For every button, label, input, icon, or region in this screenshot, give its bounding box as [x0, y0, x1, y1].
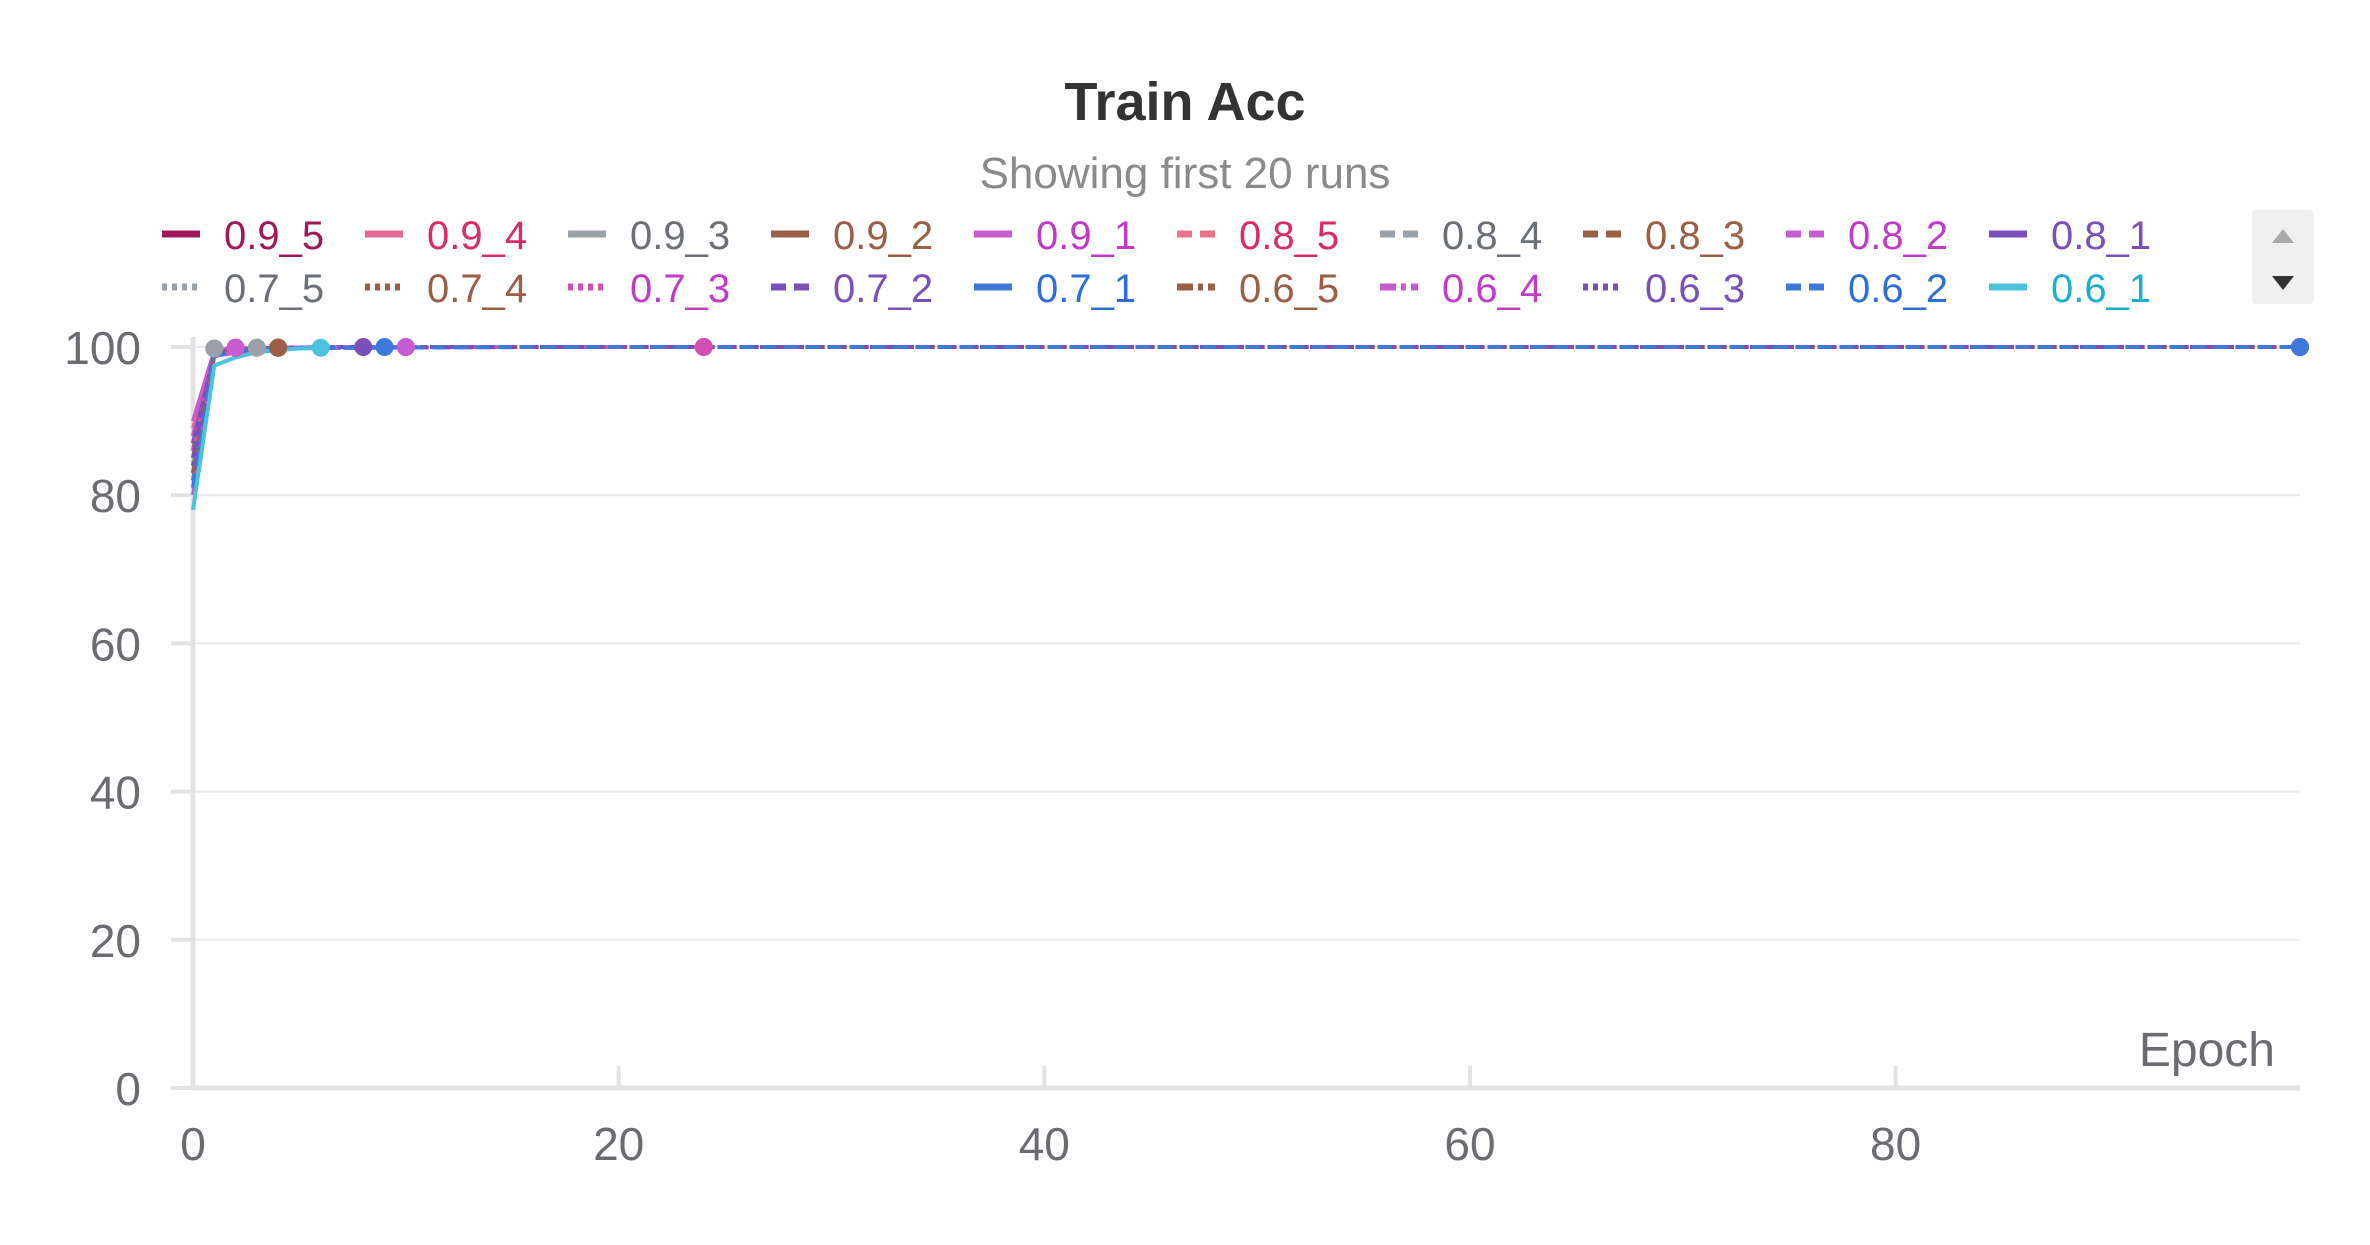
legend-item-0-9_2[interactable]: 0.9_2: [771, 214, 933, 258]
series-end-point-0-7_1: [375, 338, 394, 356]
x-tick-label: 80: [1870, 1118, 1921, 1170]
legend-label: 0.6_2: [1848, 267, 1948, 311]
series-line-0-6_1: [191, 345, 321, 511]
legend-item-0-7_3[interactable]: 0.7_3: [568, 267, 730, 311]
series-line-0-6_3: [191, 345, 2300, 466]
legend-item-0-8_5[interactable]: 0.8_5: [1177, 214, 1339, 258]
series-end-point-0-6_2: [2291, 338, 2309, 356]
legend-label: 0.7_1: [1036, 267, 1136, 311]
y-tick-label: 80: [90, 470, 141, 522]
legend-label: 0.6_1: [2051, 267, 2151, 311]
series-line-0-7_3: [191, 345, 704, 452]
legend-item-0-6_2[interactable]: 0.6_2: [1786, 267, 1948, 311]
series-end-point-0-7_3: [694, 338, 713, 356]
legend-label: 0.7_2: [833, 267, 933, 311]
legend-label: 0.9_3: [630, 214, 730, 258]
triangle-down-icon[interactable]: [2272, 276, 2294, 290]
legend-item-0-9_4[interactable]: 0.9_4: [365, 214, 527, 258]
legend-item-0-6_4[interactable]: 0.6_4: [1380, 267, 1542, 311]
legend-label: 0.8_3: [1645, 214, 1745, 258]
y-tick-label: 100: [64, 322, 141, 374]
legend-label: 0.9_1: [1036, 214, 1136, 258]
series-lines: [191, 345, 2300, 511]
series-end-points: [205, 338, 2309, 358]
triangle-up-icon[interactable]: [2272, 229, 2294, 243]
x-tick-label: 40: [1019, 1118, 1070, 1170]
y-tick-label: 0: [115, 1063, 141, 1115]
legend-label: 0.8_5: [1239, 214, 1339, 258]
y-tick-label: 20: [90, 915, 141, 967]
legend-item-0-7_2[interactable]: 0.7_2: [771, 267, 933, 311]
legend-item-0-6_1[interactable]: 0.6_1: [1989, 267, 2151, 311]
legend-scroll-control[interactable]: [2252, 210, 2314, 304]
legend-label: 0.6_5: [1239, 267, 1339, 311]
legend-item-0-6_3[interactable]: 0.6_3: [1583, 267, 1745, 311]
series-end-point-0-8_1: [354, 338, 373, 356]
legend-item-0-9_1[interactable]: 0.9_1: [974, 214, 1136, 258]
x-axis-ticks: 0 20 40 60 80: [180, 1066, 1921, 1170]
legend-label: 0.8_4: [1442, 214, 1542, 258]
legend-item-0-8_3[interactable]: 0.8_3: [1583, 214, 1745, 258]
legend-item-0-7_5[interactable]: 0.7_5: [162, 267, 324, 311]
legend-item-0-6_5[interactable]: 0.6_5: [1177, 267, 1339, 311]
x-tick-label: 20: [593, 1118, 644, 1170]
series-end-point-0-6_5: [269, 338, 288, 357]
legend-label: 0.6_3: [1645, 267, 1745, 311]
legend-item-0-9_5[interactable]: 0.9_5: [162, 214, 324, 258]
series-end-point-0-8_4: [247, 338, 266, 357]
chart-subtitle: Showing first 20 runs: [980, 149, 1391, 198]
y-tick-label: 60: [90, 618, 141, 670]
y-axis-ticks: 0 20 40 60 80 100: [64, 322, 193, 1115]
legend-item-0-9_3[interactable]: 0.9_3: [568, 214, 730, 258]
series-end-point-0-6_1: [311, 338, 330, 357]
legend-label: 0.7_5: [224, 267, 324, 311]
legend-item-0-8_1[interactable]: 0.8_1: [1989, 214, 2151, 258]
x-axis-title: Epoch: [2139, 1024, 2275, 1077]
legend-label: 0.7_4: [427, 267, 527, 311]
legend-label: 0.7_3: [630, 267, 730, 311]
x-tick-label: 60: [1444, 1118, 1495, 1170]
legend-item-0-7_4[interactable]: 0.7_4: [365, 267, 527, 311]
legend-label: 0.9_2: [833, 214, 933, 258]
legend-label: 0.9_5: [224, 214, 324, 258]
series-line-0-7_1: [191, 345, 385, 481]
series-line-0-8_5: [191, 345, 704, 459]
chart-title: Train Acc: [1064, 72, 1305, 132]
legend-label: 0.9_4: [427, 214, 527, 258]
legend-item-0-7_1[interactable]: 0.7_1: [974, 267, 1136, 311]
series-line-0-6_4: [191, 345, 406, 496]
legend-label: 0.8_2: [1848, 214, 1948, 258]
series-end-point-0-6_4: [396, 338, 415, 356]
series-end-point-0-9_1: [226, 338, 245, 357]
y-tick-label: 40: [90, 767, 141, 819]
legend-scroll-background: [2252, 210, 2314, 304]
legend-item-0-8_2[interactable]: 0.8_2: [1786, 214, 1948, 258]
legend: 0.9_5 0.9_4 0.9_3 0.9_2 0.9_1 0.8_5 0.8_4 0.8_3…: [162, 214, 2151, 311]
legend-item-0-8_4[interactable]: 0.8_4: [1380, 214, 1542, 258]
x-tick-label: 0: [180, 1118, 206, 1170]
legend-label: 0.6_4: [1442, 267, 1542, 311]
series-line-0-6_2: [191, 345, 2300, 489]
series-line-0-7_2: [191, 345, 2300, 459]
series-line-0-8_1: [191, 345, 364, 444]
grid-lines: [193, 346, 2300, 941]
axes: [190, 337, 2300, 1091]
series-end-point-0-7_5: [205, 339, 224, 358]
legend-label: 0.8_1: [2051, 214, 2151, 258]
